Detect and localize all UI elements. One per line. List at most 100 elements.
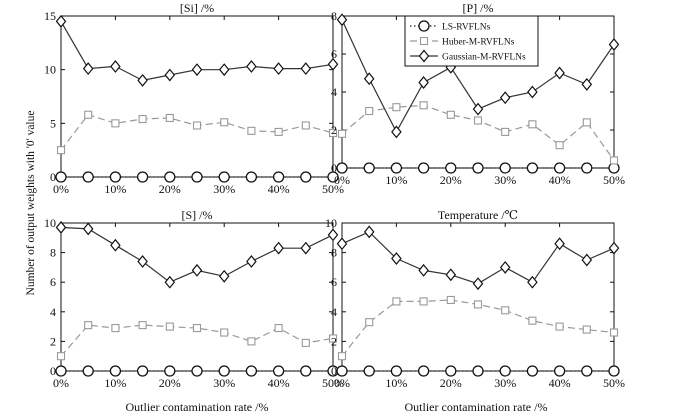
- data-point-circle: [390, 162, 403, 174]
- data-point-diamond: [336, 237, 348, 251]
- data-point-circle: [164, 365, 176, 377]
- data-point-circle: [336, 162, 348, 174]
- data-point-square: [165, 113, 174, 123]
- data-point-square: [392, 297, 401, 306]
- data-point-diamond: [82, 62, 94, 76]
- x-tick-label: 0%: [334, 173, 350, 187]
- data-point-diamond: [218, 269, 230, 283]
- data-point-circle: [526, 162, 539, 174]
- data-point-square: [56, 352, 66, 361]
- x-tick-label: 40%: [268, 376, 290, 390]
- y-tick-label: 8: [331, 9, 337, 23]
- x-tick-label: 40%: [549, 376, 571, 390]
- x-tick-label: 30%: [494, 376, 516, 390]
- data-point-square: [365, 318, 374, 327]
- data-point-diamond: [55, 14, 67, 28]
- data-point-square: [555, 322, 564, 331]
- data-point-diamond: [608, 241, 620, 255]
- data-point-circle: [553, 365, 566, 377]
- data-point-diamond: [363, 72, 375, 86]
- x-tick-label: 40%: [268, 182, 290, 196]
- data-point-circle: [245, 365, 258, 377]
- data-point-diamond: [581, 77, 593, 91]
- data-point-circle: [245, 171, 258, 183]
- data-point-square: [337, 352, 347, 361]
- data-point-diamond: [82, 222, 94, 236]
- legend-label: Huber-M-RVFLNs: [442, 38, 515, 48]
- data-point-circle: [218, 171, 230, 183]
- data-point-diamond: [608, 38, 620, 51]
- data-point-circle: [272, 365, 285, 377]
- data-point-circle: [499, 162, 511, 174]
- data-point-square: [609, 328, 619, 337]
- y-tick-label: 2: [50, 334, 56, 348]
- data-point-diamond: [300, 62, 312, 76]
- data-point-square: [609, 156, 619, 165]
- data-point-diamond: [554, 237, 565, 251]
- data-point-circle: [55, 365, 67, 377]
- data-point-square: [247, 126, 256, 135]
- data-point-circle: [55, 171, 67, 183]
- data-point-square: [419, 101, 428, 110]
- y-tick-label: 15: [44, 9, 56, 23]
- data-point-square: [473, 300, 483, 309]
- data-point-square: [501, 306, 510, 315]
- y-tick-label: 6: [50, 275, 56, 289]
- data-point-diamond: [55, 220, 67, 234]
- x-tick-label: 50%: [603, 173, 625, 187]
- data-point-diamond: [164, 68, 176, 82]
- series-huber-m-rvflns: [56, 321, 338, 361]
- data-point-circle: [581, 365, 593, 377]
- y-tick-label: 8: [50, 246, 56, 260]
- x-tick-label: 50%: [603, 376, 625, 390]
- data-point-diamond: [554, 66, 565, 80]
- x-tick-label: 10%: [104, 376, 126, 390]
- x-tick-label: 30%: [213, 182, 235, 196]
- panel-title: Temperature /℃: [438, 208, 518, 222]
- y-tick-label: 2: [331, 123, 337, 137]
- y-tick-label: 8: [331, 246, 337, 260]
- x-tick-label: 10%: [385, 173, 407, 187]
- data-point-square: [392, 103, 401, 112]
- data-point-diamond: [110, 59, 121, 73]
- series-ls-rvflns: [336, 162, 620, 174]
- data-point-square: [138, 321, 147, 330]
- data-point-square: [220, 328, 229, 337]
- data-point-circle: [164, 171, 176, 183]
- panel-2: [P] /% 0 2 4 6 8 0% 10% 20% 30% 40% 50%: [331, 1, 625, 187]
- figure-xlabel-left: Outlier contamination rate /%: [126, 400, 269, 414]
- x-tick-label: 0%: [53, 182, 69, 196]
- data-point-diamond: [499, 91, 511, 105]
- y-tick-label: 0: [331, 364, 337, 378]
- legend: LS-RVFLNs Huber-M-RVFLNs Gaussian-M-RVFLNs: [404, 15, 539, 67]
- data-point-circle: [553, 162, 566, 174]
- y-tick-label: 10: [44, 63, 56, 77]
- data-point-diamond: [418, 76, 429, 89]
- data-point-diamond: [191, 63, 203, 77]
- data-point-square: [328, 128, 338, 138]
- data-point-square: [528, 316, 537, 325]
- x-tick-label: 20%: [440, 376, 462, 390]
- data-point-circle: [608, 162, 620, 174]
- data-point-circle: [472, 162, 484, 174]
- legend-label: LS-RVFLNs: [442, 23, 491, 33]
- data-point-circle: [581, 162, 593, 174]
- panel-3: [S] /% 0 2 4 6 8 10 0% 10% 20% 30% 40% 50%: [44, 208, 344, 390]
- data-point-circle: [445, 365, 457, 377]
- series-line: [60, 324, 334, 357]
- panel-title: [Si] /%: [180, 1, 214, 15]
- data-point-diamond: [273, 62, 284, 76]
- x-tick-label: 50%: [322, 376, 344, 390]
- data-point-circle: [191, 171, 203, 183]
- data-point-circle: [472, 365, 484, 377]
- panel-4: Temperature /℃ 0 2 4 6 8 10 0% 10% 20% 30% 40% 50%: [325, 208, 625, 390]
- data-point-square: [192, 121, 202, 130]
- x-tick-label: 20%: [440, 173, 462, 187]
- legend-entry-gaussian-m-rvflns: Gaussian-M-RVFLNs: [410, 49, 526, 63]
- series-huber-m-rvflns: [337, 295, 619, 361]
- data-point-square: [555, 141, 564, 150]
- y-tick-label: 2: [331, 334, 337, 348]
- data-point-square: [501, 127, 510, 136]
